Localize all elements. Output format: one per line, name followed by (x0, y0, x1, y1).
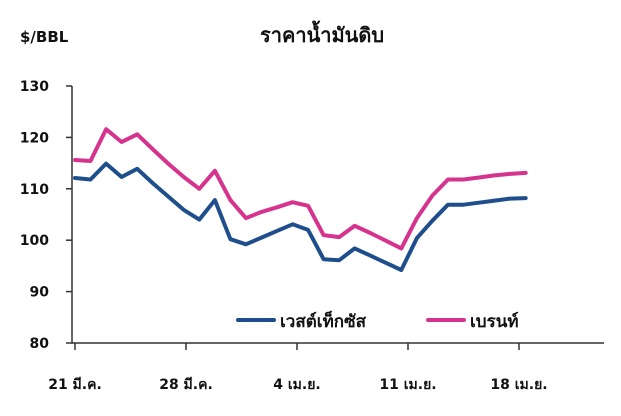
y-tick-label: 90 (30, 285, 50, 301)
y-tick-label: 80 (30, 336, 50, 352)
y-axis-unit-label: $/BBL (20, 28, 69, 46)
legend-label-brent: เบรนท์ (470, 311, 519, 332)
y-tick-label: 130 (20, 79, 49, 95)
x-tick-label: 11 เม.ย. (379, 377, 436, 393)
chart-title: ราคาน้ำมันดิบ (260, 20, 384, 47)
x-tick-label: 4 เม.ย. (273, 377, 320, 393)
legend: เวสต์เท็กซัส เบรนท์ (236, 309, 519, 332)
x-tick-label: 21 มี.ค. (48, 377, 102, 393)
series-lines (73, 127, 528, 272)
y-tick-label: 120 (20, 130, 49, 146)
y-tick-label: 110 (20, 182, 49, 198)
x-tick-label: 28 มี.ค. (159, 377, 213, 393)
series-line-wti (73, 161, 528, 272)
y-axis-ticks: 80 90 100 110 120 130 (20, 79, 72, 352)
y-tick-label: 100 (20, 233, 49, 249)
legend-label-wti: เวสต์เท็กซัส (280, 309, 367, 332)
series-line-brent (73, 127, 528, 251)
x-axis-ticks: 21 มี.ค. 28 มี.ค. 4 เม.ย. 11 เม.ย. 18 เม.ย. (48, 343, 548, 393)
x-tick-label: 18 เม.ย. (490, 377, 547, 393)
